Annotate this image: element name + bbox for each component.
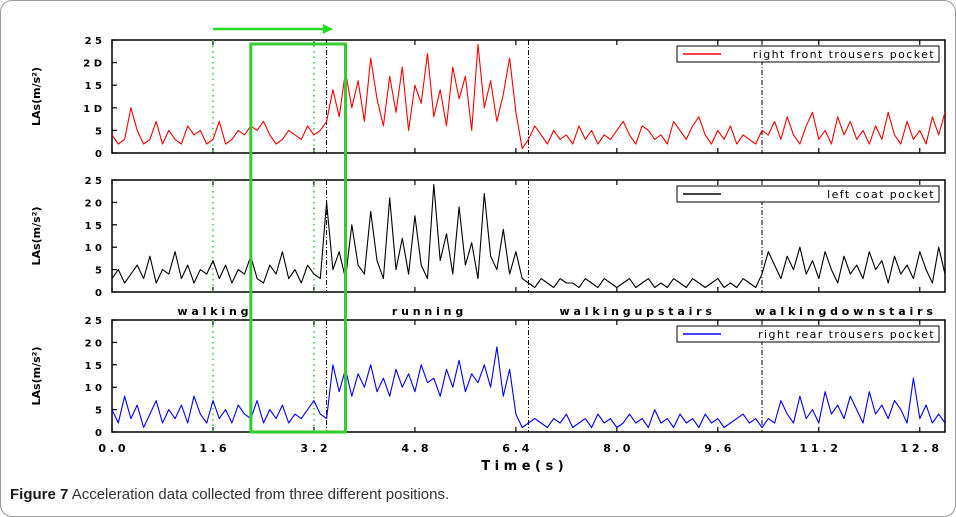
- panel-3-ytick-label: 5: [95, 406, 102, 417]
- activity-label: w a l k i n g: [177, 305, 248, 318]
- legend-label-2: left coat pocket: [827, 188, 935, 201]
- panel-3-ytick-label: 1 5: [85, 361, 102, 372]
- x-tick-label: 0 . 0: [98, 442, 125, 455]
- panel-1-ytick-label: 5: [95, 126, 102, 137]
- legend-label-1: right front trousers pocket: [753, 48, 935, 61]
- activity-label: r u n n i n g: [392, 305, 463, 318]
- panel-3-ylabel: LAs(m/s²): [30, 347, 43, 406]
- panel-3-ytick-label: 0: [95, 428, 102, 439]
- x-tick-label: 8 . 0: [603, 442, 630, 455]
- panel-3-ytick-label: 2 0: [85, 338, 102, 349]
- activity-label: w a l k i n g u p s t a i r s: [560, 305, 713, 318]
- x-tick-label: 1 2 . 8: [900, 442, 939, 455]
- panel-1-ytick-label: 2 D: [83, 59, 102, 70]
- x-tick-label: 1 . 6: [199, 442, 226, 455]
- legend-box-2: [676, 185, 940, 203]
- panel-2-ytick-label: 1 5: [85, 221, 102, 232]
- panel-2-ytick-label: 2 0: [85, 198, 102, 209]
- panel-2-ytick-label: 2 5: [85, 176, 102, 187]
- x-tick-label: 9 . 6: [704, 442, 731, 455]
- panel-3-ytick-label: 2 5: [85, 316, 102, 327]
- x-tick-label: 4 . 8: [401, 442, 428, 455]
- caption-text: Acceleration data collected from three d…: [71, 486, 450, 503]
- panel-1-ylabel: LAs(m/s²): [30, 67, 43, 126]
- x-axis-label: T i m e ( s ): [481, 459, 563, 474]
- panel-1-ytick-label: 1 D: [83, 104, 102, 115]
- panel-1-ytick-label: 0: [95, 149, 102, 160]
- panel-2-ytick-label: 0: [95, 288, 102, 299]
- panel-2-ytick-label: 1 0: [85, 243, 102, 254]
- figure-caption: Figure 7 Acceleration data collected fro…: [10, 486, 449, 503]
- legend-box-1: [676, 45, 940, 63]
- legend-label-3: right rear trousers pocket: [758, 328, 935, 341]
- legend-box-3: [676, 325, 940, 343]
- panel-1-ytick-label: 2 5: [85, 36, 102, 47]
- window-arrow-head: [322, 24, 333, 34]
- panel-2-ytick-label: 5: [95, 266, 102, 277]
- activity-label: w a l k i n g d o w n s t a i r s: [755, 305, 933, 318]
- panel-3-ytick-label: 1 0: [85, 383, 102, 394]
- x-tick-label: 1 1 . 2: [799, 442, 838, 455]
- sliding-window-rect: [249, 42, 347, 434]
- caption-label: Figure 7: [10, 486, 69, 503]
- panel-1-ytick-label: 1 5: [85, 81, 102, 92]
- panel-2-ylabel: LAs(m/s²): [30, 207, 43, 266]
- x-tick-label: 6 . 4: [502, 442, 529, 455]
- x-tick-label: 3 . 2: [300, 442, 327, 455]
